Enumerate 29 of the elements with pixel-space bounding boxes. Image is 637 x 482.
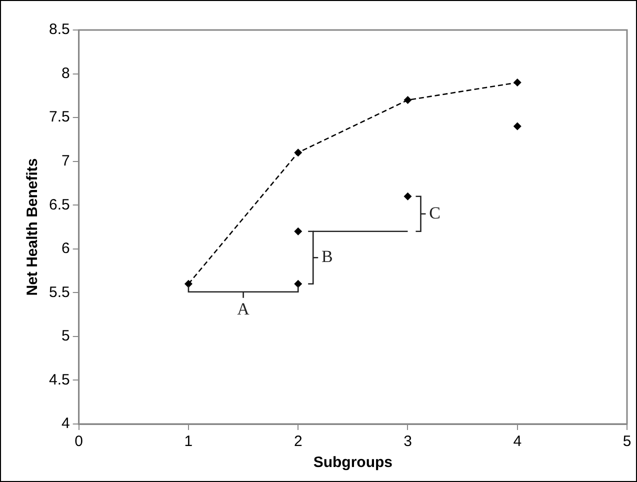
x-tick-label: 4 (513, 433, 522, 450)
y-tick-label: 6 (62, 240, 70, 258)
annotation: B (321, 247, 333, 266)
annotation: C (429, 203, 440, 222)
point (404, 192, 412, 200)
y-axis-title: Net Health Benefits (24, 158, 42, 296)
y-tick-label: 5.5 (48, 284, 70, 301)
x-tick-label: 0 (74, 433, 84, 450)
y-tick-label: 4 (62, 415, 70, 432)
point (513, 122, 522, 130)
y-tick-label: 8.5 (48, 21, 70, 38)
y-tick-label: 7.5 (48, 108, 70, 126)
point (513, 78, 522, 87)
point (294, 280, 302, 288)
y-tick-label: 8 (62, 64, 70, 82)
y-tick-label: 6.5 (48, 196, 70, 214)
x-tick-label: 5 (622, 433, 632, 450)
y-tick-label: 7 (62, 152, 70, 170)
x-tick-label: 3 (404, 433, 412, 450)
point (184, 280, 192, 288)
point (294, 148, 302, 157)
x-axis-title: Subgroups (313, 454, 393, 472)
y-tick-label: 4.5 (48, 371, 70, 388)
x-tick-label: 1 (184, 433, 193, 450)
point (404, 96, 412, 104)
y-tick-label: 5 (62, 328, 70, 345)
point (294, 227, 302, 236)
annotation: A (237, 299, 250, 318)
x-tick-label: 2 (294, 433, 302, 450)
